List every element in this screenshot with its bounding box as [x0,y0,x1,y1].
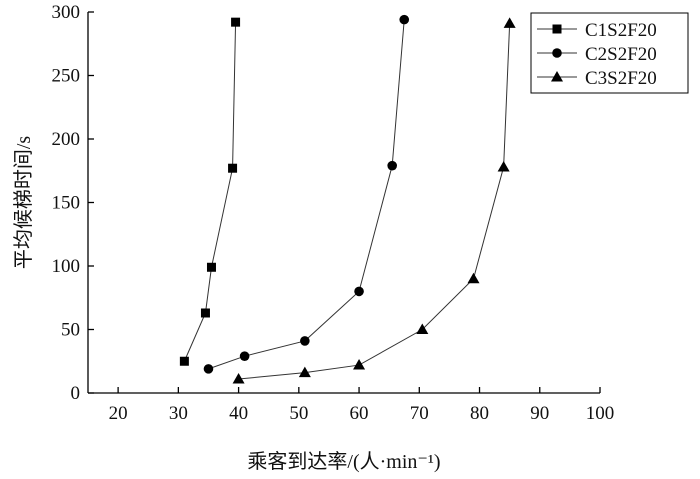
series-C1S2F20 [179,17,241,366]
legend-label: C2S2F20 [585,44,657,65]
series-C2S2F20 [203,14,410,374]
x-tick-label: 30 [169,403,188,424]
series-C3S2F20 [232,17,516,384]
series-layer [179,14,516,384]
x-axis-title: 乘客到达率/(人·min⁻¹) [247,450,440,473]
data-point-C3S2F20 [503,17,516,28]
data-point-C3S2F20 [497,160,510,172]
legend-item-C1S2F20: C1S2F20 [537,20,657,41]
y-tick-label: 50 [61,320,80,341]
data-point-C2S2F20 [387,160,397,171]
y-tick-label: 250 [52,66,81,87]
x-tick-label: 60 [350,403,369,424]
data-point-C2S2F20 [203,364,214,374]
data-point-C3S2F20 [232,373,245,384]
x-tick-label: 40 [229,403,248,424]
data-point-C3S2F20 [416,323,429,334]
data-point-C1S2F20 [206,262,216,272]
legend-label: C3S2F20 [585,68,657,89]
data-point-C1S2F20 [200,308,210,318]
y-tick-label: 200 [52,129,81,150]
legend-label: C1S2F20 [585,20,657,41]
data-point-C2S2F20 [354,286,364,297]
legend-item-C3S2F20: C3S2F20 [537,68,657,89]
series-line-C1S2F20 [183,22,237,362]
x-tick-label: 20 [109,403,128,424]
data-point-C3S2F20 [353,359,366,370]
series-line-C2S2F20 [208,19,405,370]
y-axis-ticks: 0 50 100 150 200 250 300 [52,2,94,404]
legend-marker [552,24,562,34]
plot-axes [87,12,600,394]
legend: C1S2F20 C2S2F20 C3S2F20 [530,12,689,94]
x-tick-label: 100 [586,403,615,424]
data-point-C3S2F20 [298,366,311,378]
y-axis-title: 平均候梯时间/s [12,136,35,270]
legend-marker [551,71,563,82]
y-tick-label: 150 [52,193,81,214]
y-tick-label: 300 [52,2,81,23]
x-axis-ticks: 20 30 40 50 60 70 80 90 100 [109,387,615,424]
x-tick-label: 80 [470,403,489,424]
series-line-C3S2F20 [238,23,511,380]
y-tick-label: 100 [52,256,81,277]
data-point-C2S2F20 [399,14,410,25]
y-tick-label: 0 [71,383,81,404]
data-point-C1S2F20 [179,356,189,366]
legend-item-C2S2F20: C2S2F20 [537,44,657,65]
x-tick-label: 50 [289,403,308,424]
data-point-C3S2F20 [467,272,480,284]
data-point-C2S2F20 [300,336,310,346]
x-tick-label: 90 [530,403,549,424]
x-tick-label: 70 [410,403,429,424]
legend-marker [552,48,562,58]
data-point-C1S2F20 [228,163,238,173]
data-point-C2S2F20 [239,351,250,361]
data-point-C1S2F20 [231,17,241,27]
